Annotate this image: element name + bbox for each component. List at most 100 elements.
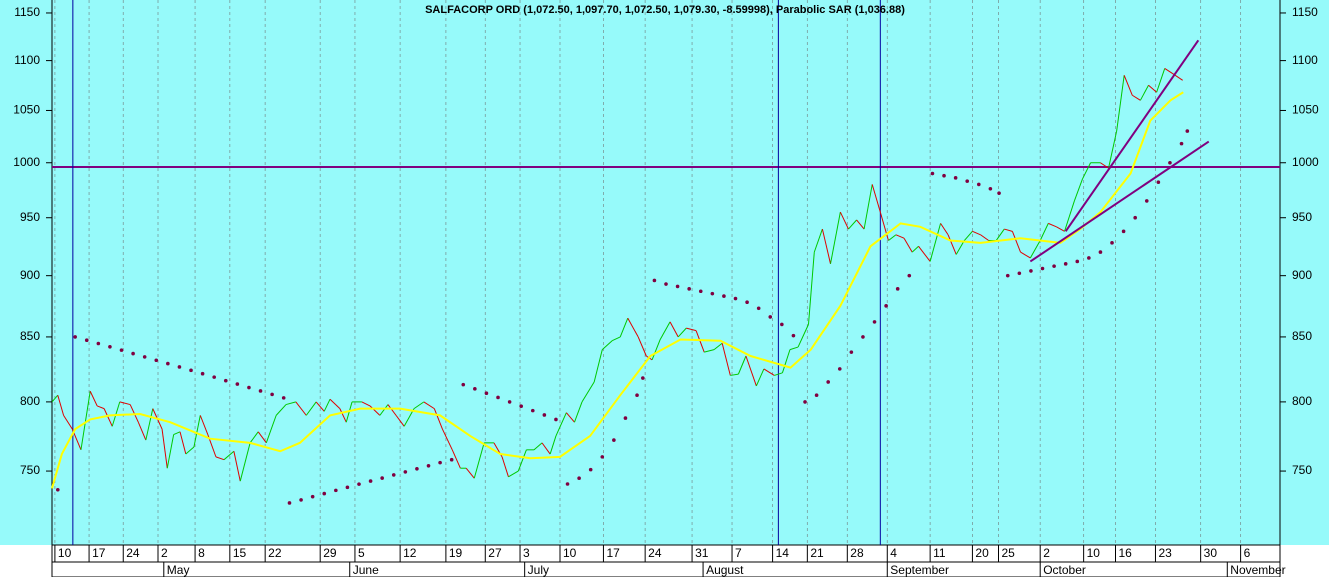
x-tick-label: 12	[403, 546, 417, 560]
price-segment	[285, 401, 296, 406]
price-segment	[972, 230, 981, 236]
sar-dot	[588, 467, 593, 472]
price-segment	[555, 412, 567, 437]
price-segment	[80, 391, 91, 450]
y-tick-label-right: 850	[1292, 329, 1312, 343]
price-segment	[339, 408, 347, 423]
price-segment	[980, 234, 989, 241]
sar-dot	[507, 400, 512, 404]
sar-dot	[484, 391, 489, 396]
price-segment	[763, 368, 775, 376]
price-segment	[508, 470, 519, 478]
axes: 750 750 800 800 850 850 900 900 950 950 1000 1000 10…	[13, 5, 1319, 577]
sar-dot	[733, 296, 738, 301]
x-tick-label: 17	[92, 546, 106, 560]
sar-dot	[212, 375, 216, 379]
sar-dot	[837, 367, 842, 371]
sar-dot	[1133, 215, 1137, 220]
sar-dot	[803, 400, 807, 404]
price-segment	[807, 252, 815, 325]
sar-dot	[872, 320, 877, 324]
y-tick-label-right: 1050	[1292, 103, 1319, 117]
sar-dot	[849, 350, 854, 354]
price-segment	[97, 405, 105, 410]
price-segment	[451, 449, 461, 469]
price-segment	[199, 415, 209, 435]
price-segment	[51, 394, 59, 403]
sar-dot	[73, 335, 77, 339]
price-segment	[774, 372, 783, 376]
price-segment	[185, 446, 195, 455]
price-segment	[940, 223, 949, 236]
sar-dot	[1005, 273, 1010, 278]
sar-dot	[907, 273, 912, 278]
price-segment	[233, 451, 241, 482]
sar-dot	[449, 457, 454, 462]
sar-dot	[322, 491, 327, 496]
price-segment	[695, 330, 705, 353]
sar-dot	[577, 476, 581, 481]
x-tick-label: 23	[1158, 546, 1172, 560]
price-segment	[1082, 162, 1092, 180]
price-segment	[1156, 68, 1166, 93]
sar-dot	[1121, 229, 1126, 234]
price-segment	[929, 223, 942, 262]
x-tick-label: 20	[975, 546, 989, 560]
month-label: May	[167, 563, 190, 577]
price-segment	[1056, 226, 1065, 232]
line-series	[1064, 39, 1200, 232]
sar-dot	[565, 482, 570, 486]
price-segment	[257, 431, 267, 444]
sar-dot	[1075, 259, 1080, 264]
sar-dot	[635, 393, 639, 398]
sar-dot	[108, 345, 112, 349]
sar-dot	[965, 179, 970, 183]
y-tick-label-right: 800	[1292, 394, 1312, 408]
price-segment	[686, 327, 697, 332]
sar-dot	[600, 455, 605, 459]
x-tick-label: 17	[606, 546, 620, 560]
price-segment	[721, 343, 731, 376]
price-segment	[677, 327, 687, 338]
sar-dot	[334, 488, 338, 493]
price-segment	[173, 431, 181, 435]
sar-dot	[391, 473, 396, 477]
price-segment	[193, 415, 201, 448]
sar-dot	[641, 376, 645, 380]
price-segment	[659, 321, 671, 340]
sar-dot	[722, 294, 726, 298]
sar-dot	[131, 351, 135, 356]
sar-dot	[1185, 129, 1190, 133]
price-segment	[879, 211, 889, 241]
sar-dot	[1087, 256, 1091, 260]
sar-dot	[426, 463, 431, 468]
x-tick-label: 30	[1204, 546, 1218, 560]
price-segment	[911, 245, 919, 253]
price-segment	[517, 449, 527, 472]
x-tick-label: 11	[933, 546, 946, 560]
price-segment	[1011, 231, 1021, 253]
sar-dot	[357, 482, 361, 486]
sar-dot	[235, 382, 240, 386]
sar-dot	[380, 476, 384, 480]
price-segment	[473, 442, 485, 479]
sar-dot	[698, 289, 703, 294]
x-tick-label: 8	[198, 546, 205, 560]
price-segment	[1108, 130, 1118, 169]
sar-dot	[1052, 264, 1056, 268]
sar-dot	[895, 287, 900, 291]
price-segment	[574, 401, 583, 423]
price-segment	[1039, 223, 1049, 241]
price-segment	[713, 342, 723, 350]
sar-dot	[84, 338, 89, 343]
y-tick-label-right: 1000	[1292, 155, 1319, 169]
sar-dot	[1098, 250, 1103, 254]
sar-dot	[791, 333, 796, 338]
sar-dot	[687, 287, 691, 291]
sar-dot	[189, 368, 193, 373]
price-segment	[895, 234, 905, 239]
x-tick-label: 5	[358, 546, 365, 560]
x-tick-label: 24	[648, 546, 662, 560]
sar-dot	[119, 348, 124, 352]
price-segment	[166, 434, 175, 469]
